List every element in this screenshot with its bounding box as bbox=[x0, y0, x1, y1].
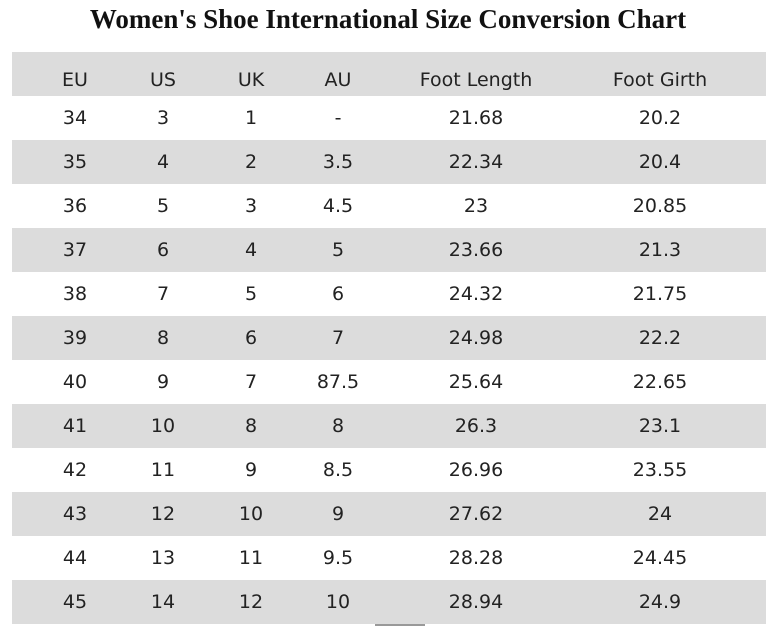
table-cell: 44 bbox=[62, 547, 88, 569]
table-cell: 3 bbox=[156, 107, 170, 129]
column-header: UK bbox=[237, 69, 265, 91]
table-cell: 9 bbox=[331, 503, 345, 525]
table-cell: 22.34 bbox=[448, 151, 504, 173]
table-cell: 20.2 bbox=[638, 107, 682, 129]
table-cell: 8 bbox=[156, 327, 170, 349]
table-cell: 87.5 bbox=[316, 371, 360, 393]
table-row: 41 10 8 8 26.3 23.1 bbox=[12, 404, 766, 448]
table-cell: 23 bbox=[463, 195, 489, 217]
table-cell: 25.64 bbox=[448, 371, 504, 393]
table-cell: 5 bbox=[156, 195, 170, 217]
table-row: 42 11 9 8.5 26.96 23.55 bbox=[12, 448, 766, 492]
table-cell: 10 bbox=[150, 415, 176, 437]
table-cell: 9.5 bbox=[322, 547, 354, 569]
table-cell: 28.94 bbox=[448, 591, 504, 613]
table-cell: 23.1 bbox=[638, 415, 682, 437]
table-cell: 12 bbox=[238, 591, 264, 613]
table-cell: 7 bbox=[156, 283, 170, 305]
header-row: EU US UK AU Foot Length Foot Girth bbox=[12, 52, 766, 96]
table-row: 44 13 11 9.5 28.28 24.45 bbox=[12, 536, 766, 580]
table-cell: 12 bbox=[150, 503, 176, 525]
table-cell: 23.55 bbox=[632, 459, 688, 481]
table-cell: 5 bbox=[244, 283, 258, 305]
table-cell: 42 bbox=[62, 459, 88, 481]
table-cell: 37 bbox=[62, 239, 88, 261]
table-cell: 21.68 bbox=[448, 107, 504, 129]
table-cell: 22.2 bbox=[638, 327, 682, 349]
table-cell: 20.4 bbox=[638, 151, 682, 173]
table-cell: 11 bbox=[238, 547, 264, 569]
table-cell: 3 bbox=[244, 195, 258, 217]
column-header: Foot Girth bbox=[612, 69, 708, 91]
table-cell: 24 bbox=[647, 503, 673, 525]
title: Women's Shoe International Size Conversi… bbox=[89, 4, 687, 34]
table-cell: 10 bbox=[238, 503, 264, 525]
table-row: 34 3 1 - 21.68 20.2 bbox=[12, 96, 766, 140]
table-cell: 35 bbox=[62, 151, 88, 173]
table-cell: 20.85 bbox=[632, 195, 688, 217]
table-cell: 26.96 bbox=[448, 459, 504, 481]
table-cell: 36 bbox=[62, 195, 88, 217]
table-cell: 7 bbox=[331, 327, 345, 349]
table-cell: 11 bbox=[150, 459, 176, 481]
table-cell: 9 bbox=[156, 371, 170, 393]
table-cell: 41 bbox=[62, 415, 88, 437]
table-cell: 6 bbox=[331, 283, 345, 305]
table-cell: 21.3 bbox=[638, 239, 682, 261]
table-cell: 9 bbox=[244, 459, 258, 481]
table-cell: 26.3 bbox=[454, 415, 498, 437]
table-cell: 6 bbox=[156, 239, 170, 261]
column-header: AU bbox=[324, 69, 352, 91]
table-cell: 24.9 bbox=[638, 591, 682, 613]
table-cell: 2 bbox=[244, 151, 258, 173]
table-cell: 10 bbox=[325, 591, 351, 613]
table-cell: 38 bbox=[62, 283, 88, 305]
size-table: EU US UK AU Foot Length Foot Girth 34 3 1-21.68 2… bbox=[12, 52, 766, 624]
table-cell: 45 bbox=[62, 591, 88, 613]
table-row: 38 7 5 6 24.32 21.75 bbox=[12, 272, 766, 316]
table-cell: 34 bbox=[62, 107, 88, 129]
table-cell: 24.98 bbox=[448, 327, 504, 349]
table-row: 35 4 2 3.5 22.34 20.4 bbox=[12, 140, 766, 184]
table-cell: - bbox=[334, 107, 342, 129]
table-cell: 5 bbox=[331, 239, 345, 261]
table-cell: 13 bbox=[150, 547, 176, 569]
table-row: 40 9 7 87.5 25.64 22.65 bbox=[12, 360, 766, 404]
column-header: Foot Length bbox=[419, 69, 533, 91]
table-cell: 7 bbox=[244, 371, 258, 393]
table-row: 37 6 4 5 23.66 21.3 bbox=[12, 228, 766, 272]
table-cell: 1 bbox=[244, 107, 258, 129]
table-cell: 4 bbox=[244, 239, 258, 261]
table-row: 39 8 6 7 24.98 22.2 bbox=[12, 316, 766, 360]
column-header: US bbox=[150, 69, 176, 91]
table-cell: 8 bbox=[331, 415, 345, 437]
table-cell: 4 bbox=[156, 151, 170, 173]
table-row: 43 12 10 9 27.62 24 bbox=[12, 492, 766, 536]
table-cell: 40 bbox=[62, 371, 88, 393]
table-row: 45 14 12 10 28.94 24.9 bbox=[12, 580, 766, 624]
table-cell: 24.32 bbox=[448, 283, 504, 305]
table-cell: 23.66 bbox=[448, 239, 504, 261]
table-cell: 4.5 bbox=[322, 195, 354, 217]
column-header: EU bbox=[62, 69, 88, 91]
table-cell: 21.75 bbox=[632, 283, 688, 305]
table-cell: 8 bbox=[244, 415, 258, 437]
table-cell: 8.5 bbox=[322, 459, 354, 481]
table-cell: 6 bbox=[244, 327, 258, 349]
table-cell: 22.65 bbox=[632, 371, 688, 393]
table-cell: 27.62 bbox=[448, 503, 504, 525]
table-cell: 3.5 bbox=[322, 151, 354, 173]
table-cell: 43 bbox=[62, 503, 88, 525]
table-row: 36 5 3 4.5 23 20.85 bbox=[12, 184, 766, 228]
table-cell: 28.28 bbox=[448, 547, 504, 569]
table-cell: 14 bbox=[150, 591, 176, 613]
table-cell: 39 bbox=[62, 327, 88, 349]
divider bbox=[375, 624, 425, 626]
table-cell: 24.45 bbox=[632, 547, 688, 569]
